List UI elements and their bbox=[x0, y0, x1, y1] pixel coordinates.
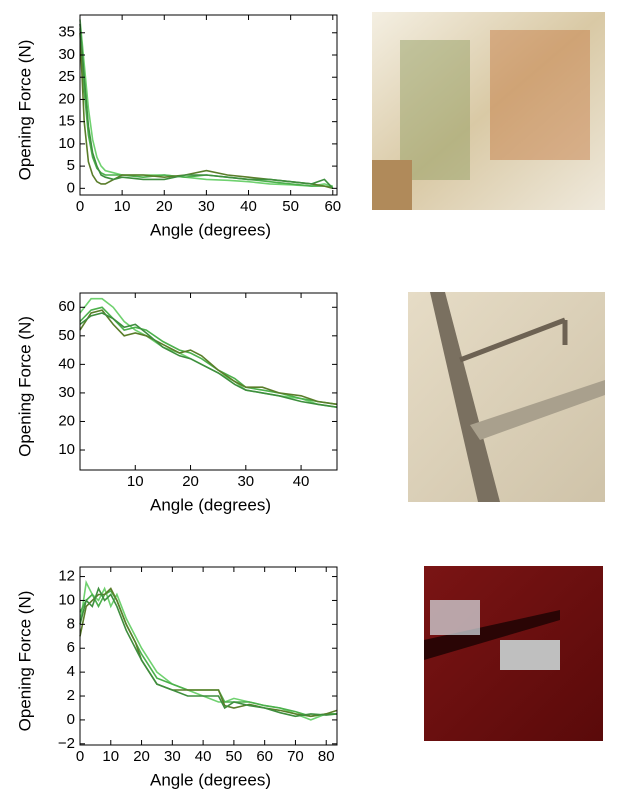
y-tick-label: 12 bbox=[58, 568, 75, 585]
x-tick-label: 10 bbox=[114, 198, 131, 215]
plot-frame bbox=[79, 566, 338, 746]
x-tick-label: 80 bbox=[318, 748, 335, 765]
x-tick-label: 50 bbox=[226, 748, 243, 765]
x-tick-label: 0 bbox=[76, 198, 84, 215]
y-tick-label: 30 bbox=[58, 384, 75, 401]
plot-frame bbox=[79, 14, 338, 196]
x-axis-label: Angle (degrees) bbox=[150, 770, 271, 789]
y-tick-label: 20 bbox=[58, 90, 75, 107]
x-tick-label: 30 bbox=[237, 473, 254, 490]
y-tick-label: 10 bbox=[58, 441, 75, 458]
data-line bbox=[79, 23, 334, 189]
data-line bbox=[79, 19, 334, 187]
data-line bbox=[79, 587, 338, 718]
photo-fridge bbox=[372, 12, 605, 210]
data-line bbox=[79, 312, 338, 408]
y-tick-label: 0 bbox=[67, 179, 75, 196]
x-tick-label: 40 bbox=[293, 473, 310, 490]
x-axis-label: Angle (degrees) bbox=[150, 495, 271, 514]
y-tick-label: 40 bbox=[58, 355, 75, 372]
data-line bbox=[79, 586, 338, 718]
x-tick-label: 60 bbox=[324, 198, 341, 215]
y-tick-label: −2 bbox=[58, 735, 75, 752]
x-tick-label: 30 bbox=[164, 748, 181, 765]
y-tick-label: 30 bbox=[58, 46, 75, 63]
data-line bbox=[79, 589, 337, 718]
y-tick-label: 4 bbox=[67, 663, 75, 680]
y-tick-label: 0 bbox=[67, 711, 75, 728]
y-tick-label: 10 bbox=[58, 135, 75, 152]
x-tick-label: 20 bbox=[182, 473, 199, 490]
y-tick-label: 60 bbox=[58, 298, 75, 315]
x-tick-label: 60 bbox=[256, 748, 273, 765]
y-tick-label: 25 bbox=[58, 68, 75, 85]
x-tick-label: 10 bbox=[102, 748, 119, 765]
y-axis-label: Opening Force (N) bbox=[15, 316, 34, 457]
x-axis-label: Angle (degrees) bbox=[150, 220, 271, 239]
x-tick-label: 40 bbox=[240, 198, 257, 215]
x-tick-label: 30 bbox=[198, 198, 215, 215]
data-line bbox=[79, 28, 333, 188]
photo-door-closer bbox=[408, 292, 605, 502]
plot-frame bbox=[79, 292, 338, 471]
y-tick-label: 35 bbox=[58, 24, 75, 41]
y-tick-label: 15 bbox=[58, 113, 75, 130]
y-tick-label: 8 bbox=[67, 615, 75, 632]
y-axis-label: Opening Force (N) bbox=[15, 591, 34, 732]
y-tick-label: 10 bbox=[58, 591, 75, 608]
x-tick-label: 20 bbox=[156, 198, 173, 215]
x-tick-label: 40 bbox=[195, 748, 212, 765]
y-tick-label: 6 bbox=[67, 639, 75, 656]
x-tick-label: 0 bbox=[76, 748, 84, 765]
y-axis-label: Opening Force (N) bbox=[15, 40, 34, 181]
y-tick-label: 20 bbox=[58, 412, 75, 429]
photo-cabinet-hinge bbox=[424, 566, 603, 741]
data-line bbox=[79, 306, 338, 406]
y-tick-label: 50 bbox=[58, 327, 75, 344]
x-tick-label: 50 bbox=[282, 198, 299, 215]
x-tick-label: 70 bbox=[287, 748, 304, 765]
data-line bbox=[79, 309, 338, 406]
y-tick-label: 2 bbox=[67, 687, 75, 704]
x-tick-label: 10 bbox=[127, 473, 144, 490]
x-tick-label: 20 bbox=[133, 748, 150, 765]
data-line bbox=[79, 32, 334, 190]
data-line bbox=[79, 297, 338, 408]
y-tick-label: 5 bbox=[67, 157, 75, 174]
